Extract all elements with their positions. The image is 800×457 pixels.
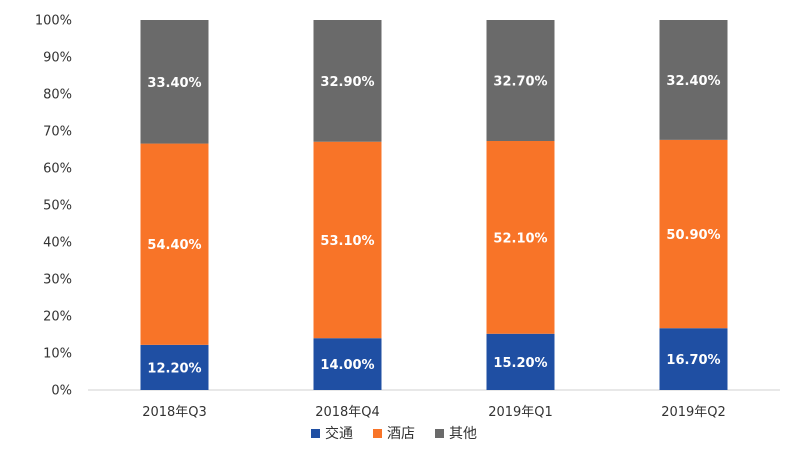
y-tick-label: 50% xyxy=(43,199,72,214)
data-label: 53.10% xyxy=(320,234,374,249)
x-tick-label: 2018年Q3 xyxy=(142,405,207,420)
bar-segment xyxy=(140,20,209,144)
bar-segment xyxy=(486,333,555,390)
bar-segment xyxy=(313,141,382,339)
y-tick-label: 20% xyxy=(43,310,72,325)
y-tick-label: 100% xyxy=(35,14,72,29)
data-label: 32.70% xyxy=(493,74,547,89)
y-tick-label: 40% xyxy=(43,236,72,251)
bar-segment xyxy=(140,344,209,390)
legend-swatch xyxy=(311,429,320,438)
y-tick-label: 80% xyxy=(43,88,72,103)
legend-swatch xyxy=(373,429,382,438)
legend-label: 酒店 xyxy=(387,426,415,442)
bar-segment xyxy=(313,20,382,142)
data-label: 54.40% xyxy=(147,238,201,253)
data-label: 32.40% xyxy=(666,74,720,89)
x-tick-label: 2019年Q1 xyxy=(488,405,553,420)
data-label: 33.40% xyxy=(147,76,201,91)
data-label: 12.20% xyxy=(147,361,201,376)
y-tick-label: 0% xyxy=(51,384,72,399)
bar-segment xyxy=(486,140,555,334)
bar-segment xyxy=(659,20,728,140)
data-label: 52.10% xyxy=(493,231,547,246)
x-axis: 2018年Q3 2018年Q4 2019年Q1 2019年Q2 xyxy=(142,405,726,420)
legend-label: 交通 xyxy=(325,425,353,442)
y-tick-label: 90% xyxy=(43,51,72,66)
y-axis: 0% 10% 20% 30% 40% 50% 60% 70% 80% 90% 100% xyxy=(35,14,72,399)
legend-swatch xyxy=(435,429,444,438)
bar-segment xyxy=(140,143,209,345)
data-label: 32.90% xyxy=(320,75,374,90)
bar-segment xyxy=(659,139,728,329)
y-tick-label: 60% xyxy=(43,162,72,177)
legend-label: 其他 xyxy=(449,426,477,442)
data-label: 15.20% xyxy=(493,356,547,371)
y-tick-label: 30% xyxy=(43,273,72,288)
y-tick-label: 70% xyxy=(43,125,72,140)
x-tick-label: 2019年Q2 xyxy=(661,405,726,420)
bar-segment xyxy=(659,328,728,390)
bars: 12.20% 54.40% 33.40% 14.00% 53.10% 32.90% 15.2… xyxy=(140,20,728,390)
data-label: 14.00% xyxy=(320,358,374,373)
data-label: 50.90% xyxy=(666,228,720,243)
x-tick-label: 2018年Q4 xyxy=(315,405,380,420)
y-tick-label: 10% xyxy=(43,347,72,362)
bar-segment xyxy=(313,338,382,390)
bar-segment xyxy=(486,20,555,141)
data-label: 16.70% xyxy=(666,353,720,368)
legend: 交通 酒店 其他 xyxy=(311,425,477,442)
